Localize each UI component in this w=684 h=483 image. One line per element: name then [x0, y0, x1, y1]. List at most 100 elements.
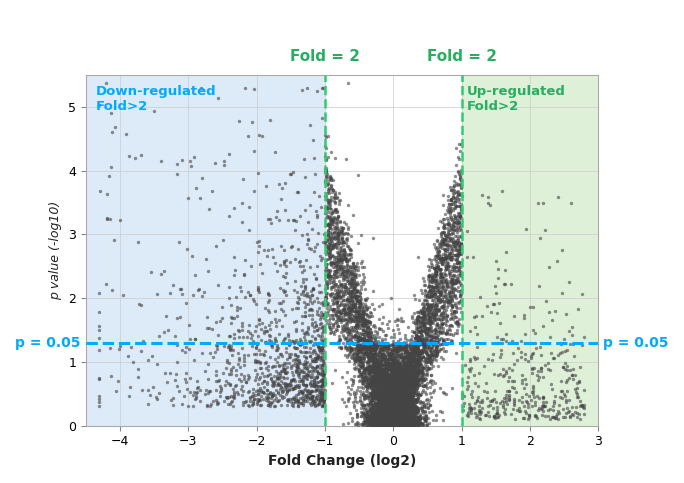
Point	[392, 403, 403, 411]
Point	[379, 419, 390, 426]
Point	[383, 377, 394, 384]
Point	[385, 412, 396, 420]
Point	[378, 387, 389, 395]
Point	[378, 390, 389, 398]
Point	[382, 414, 393, 422]
Point	[370, 366, 381, 374]
Point	[391, 388, 402, 396]
Point	[376, 365, 387, 373]
Point	[490, 398, 501, 406]
Point	[386, 404, 397, 412]
Point	[397, 411, 408, 418]
Point	[450, 349, 461, 357]
Point	[383, 376, 394, 384]
Point	[384, 409, 395, 417]
Point	[391, 421, 402, 429]
Point	[384, 410, 395, 418]
Point	[391, 396, 402, 403]
Point	[571, 388, 582, 396]
Point	[399, 385, 410, 393]
Point	[434, 328, 445, 336]
Point	[329, 267, 340, 275]
Point	[384, 416, 395, 424]
Point	[443, 263, 453, 270]
Point	[542, 412, 553, 420]
Point	[392, 411, 403, 418]
Point	[326, 327, 337, 335]
Point	[322, 232, 333, 240]
Point	[396, 392, 407, 400]
Point	[414, 337, 425, 345]
Point	[404, 418, 415, 426]
Point	[367, 404, 378, 412]
Point	[361, 352, 372, 360]
Point	[423, 320, 434, 327]
Point	[405, 378, 416, 386]
Point	[351, 296, 362, 303]
Point	[355, 345, 366, 353]
Point	[391, 409, 402, 416]
Point	[444, 207, 455, 215]
Point	[300, 359, 311, 367]
Point	[388, 359, 399, 367]
Point	[315, 346, 326, 354]
Point	[259, 377, 270, 385]
Point	[278, 297, 289, 305]
Point	[343, 288, 354, 296]
Point	[380, 393, 391, 401]
Point	[383, 415, 394, 423]
Point	[376, 373, 387, 381]
Point	[374, 418, 385, 426]
Point	[354, 271, 365, 279]
Point	[386, 413, 397, 421]
Point	[448, 287, 459, 295]
Point	[380, 413, 391, 421]
Point	[392, 378, 403, 385]
Point	[382, 397, 393, 404]
Point	[388, 417, 399, 425]
Point	[373, 417, 384, 425]
Point	[424, 353, 435, 361]
Point	[384, 413, 395, 421]
Point	[410, 409, 421, 417]
Point	[388, 414, 399, 422]
Point	[386, 405, 397, 412]
Point	[379, 422, 390, 429]
Point	[384, 411, 395, 419]
Point	[282, 397, 293, 404]
Point	[376, 383, 387, 391]
Point	[405, 421, 416, 428]
Point	[407, 407, 418, 415]
Point	[397, 411, 408, 418]
Point	[435, 309, 446, 316]
Point	[367, 357, 378, 365]
Point	[339, 311, 350, 318]
Point	[417, 369, 428, 377]
Point	[407, 417, 418, 425]
Point	[380, 366, 391, 374]
Point	[432, 320, 443, 327]
Point	[397, 391, 408, 398]
Point	[373, 415, 384, 423]
Point	[399, 393, 410, 401]
Point	[233, 375, 244, 383]
Point	[395, 412, 406, 420]
Point	[393, 405, 404, 412]
Point	[398, 419, 409, 427]
Point	[397, 411, 408, 419]
Point	[353, 345, 364, 353]
Point	[382, 405, 393, 412]
Point	[400, 420, 411, 428]
Point	[387, 419, 398, 426]
Point	[393, 409, 404, 416]
Point	[354, 367, 365, 374]
Point	[348, 388, 359, 396]
Point	[369, 407, 380, 414]
Point	[316, 378, 327, 386]
Point	[401, 398, 412, 406]
Point	[557, 363, 568, 370]
Point	[382, 392, 393, 400]
Point	[370, 363, 381, 371]
Point	[319, 335, 330, 343]
Point	[391, 417, 402, 425]
